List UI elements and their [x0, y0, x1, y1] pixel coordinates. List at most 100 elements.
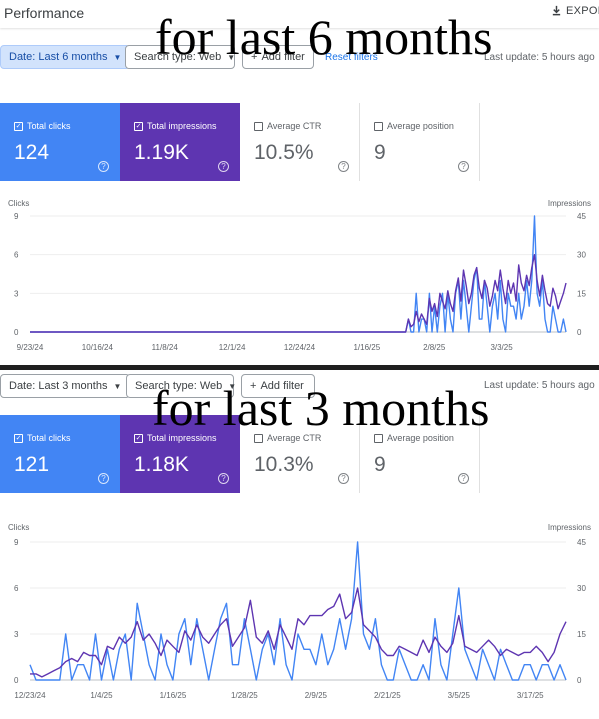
- x-tick-label: 9/23/24: [17, 343, 44, 352]
- left-tick-label: 9: [14, 212, 19, 221]
- performance-panel-3-months: Date: Last 3 months ▼ Search type: Web ▼…: [0, 370, 599, 719]
- x-tick-label: 12/24/24: [284, 343, 316, 352]
- card-label: Average position: [387, 433, 454, 443]
- plus-icon: +: [251, 51, 258, 63]
- card-value: 124: [14, 141, 50, 164]
- page-title: Performance: [4, 5, 85, 21]
- performance-panel-6-months: Performance EXPORT Date: Last 6 months ▼…: [0, 0, 599, 352]
- x-tick-label: 2/21/25: [374, 691, 401, 700]
- add-filter-label: Add filter: [260, 380, 304, 392]
- left-tick-label: 0: [14, 676, 19, 685]
- total-clicks-card[interactable]: ✓ Total clicks 124 ?: [0, 103, 120, 181]
- total-clicks-card[interactable]: ✓ Total clicks 121 ?: [0, 415, 120, 493]
- card-label: Average CTR: [267, 121, 322, 131]
- right-tick-label: 45: [577, 212, 586, 221]
- x-tick-label: 3/17/25: [517, 691, 544, 700]
- help-icon[interactable]: ?: [458, 161, 469, 172]
- card-value: 9: [374, 453, 386, 476]
- checkbox-checked-icon[interactable]: ✓: [134, 121, 143, 131]
- right-tick-label: 15: [577, 289, 586, 298]
- date-filter-chip[interactable]: Date: Last 6 months ▼: [0, 45, 131, 69]
- add-filter-button[interactable]: + Add filter: [241, 374, 315, 398]
- x-tick-label: 2/8/25: [423, 343, 446, 352]
- x-tick-label: 1/16/25: [160, 691, 187, 700]
- left-axis-title: Clicks: [8, 199, 29, 208]
- right-axis-title: Impressions: [548, 523, 591, 532]
- right-tick-label: 15: [577, 630, 586, 639]
- reset-filters-link[interactable]: Reset filters: [325, 52, 378, 63]
- export-label: EXPORT: [566, 5, 599, 17]
- card-label: Total impressions: [147, 433, 217, 443]
- checkbox-unchecked-icon[interactable]: [374, 433, 383, 443]
- search-type-chip[interactable]: Search type: Web ▼: [125, 45, 235, 69]
- right-tick-label: 0: [577, 328, 582, 337]
- image-divider: [0, 365, 599, 370]
- left-axis-title: Clicks: [8, 523, 29, 532]
- right-tick-label: 45: [577, 538, 586, 547]
- card-value: 9: [374, 141, 386, 164]
- checkbox-unchecked-icon[interactable]: [374, 121, 383, 131]
- clicks-series-line: [30, 215, 567, 333]
- right-axis-title: Impressions: [548, 199, 591, 208]
- left-tick-label: 0: [14, 328, 19, 337]
- left-tick-label: 3: [14, 630, 19, 639]
- right-tick-label: 30: [577, 251, 586, 260]
- checkbox-checked-icon[interactable]: ✓: [134, 433, 143, 443]
- caret-down-icon: ▼: [113, 381, 122, 391]
- help-icon[interactable]: ?: [338, 473, 349, 484]
- average-ctr-card[interactable]: Average CTR 10.3% ?: [240, 415, 360, 493]
- card-label: Average CTR: [267, 433, 322, 443]
- help-icon[interactable]: ?: [458, 473, 469, 484]
- card-value: 121: [14, 453, 50, 476]
- average-position-card[interactable]: Average position 9 ?: [360, 415, 480, 493]
- card-label: Total clicks: [27, 121, 71, 131]
- x-tick-label: 1/4/25: [90, 691, 113, 700]
- x-tick-label: 3/3/25: [490, 343, 513, 352]
- search-type-label: Search type: Web: [135, 380, 223, 392]
- plus-icon: +: [250, 380, 257, 392]
- x-tick-label: 12/23/24: [14, 691, 46, 700]
- checkbox-unchecked-icon[interactable]: [254, 433, 263, 443]
- right-tick-label: 0: [577, 676, 582, 685]
- export-button[interactable]: EXPORT: [551, 5, 599, 17]
- date-filter-chip[interactable]: Date: Last 3 months ▼: [0, 374, 131, 398]
- left-tick-label: 3: [14, 289, 19, 298]
- x-tick-label: 1/28/25: [231, 691, 258, 700]
- help-icon[interactable]: ?: [218, 473, 229, 484]
- card-value: 10.3%: [254, 453, 314, 476]
- card-value: 10.5%: [254, 141, 314, 164]
- last-update-text: Last update: 5 hours ago: [484, 380, 595, 391]
- checkbox-checked-icon[interactable]: ✓: [14, 121, 23, 131]
- top-app-bar: Performance EXPORT: [0, 0, 599, 28]
- x-tick-label: 1/16/25: [353, 343, 380, 352]
- help-icon[interactable]: ?: [338, 161, 349, 172]
- left-tick-label: 6: [14, 584, 19, 593]
- card-label: Average position: [387, 121, 454, 131]
- average-ctr-card[interactable]: Average CTR 10.5% ?: [240, 103, 360, 181]
- left-tick-label: 9: [14, 538, 19, 547]
- last-update-text: Last update: 5 hours ago: [484, 52, 595, 63]
- performance-chart-6-months: Clicks Impressions 0 0 3 15 6 30 9 45 9/23/24 10/16…: [8, 199, 591, 352]
- total-impressions-card[interactable]: ✓ Total impressions 1.19K ?: [120, 103, 240, 181]
- performance-chart-3-months: Clicks Impressions 0 0 3 15 6 30 9 45 12/23/24 1/4/…: [8, 523, 591, 700]
- help-icon[interactable]: ?: [218, 161, 229, 172]
- add-filter-button[interactable]: + Add filter: [242, 45, 314, 69]
- checkbox-checked-icon[interactable]: ✓: [14, 433, 23, 443]
- date-filter-label: Date: Last 6 months: [9, 51, 108, 63]
- x-tick-label: 12/1/24: [219, 343, 246, 352]
- x-tick-label: 3/5/25: [448, 691, 471, 700]
- card-label: Total impressions: [147, 121, 217, 131]
- add-filter-label: Add filter: [261, 51, 305, 63]
- x-tick-label: 2/9/25: [305, 691, 328, 700]
- total-impressions-card[interactable]: ✓ Total impressions 1.18K ?: [120, 415, 240, 493]
- left-tick-label: 6: [14, 251, 19, 260]
- search-type-label: Search type: Web: [134, 51, 222, 63]
- caret-down-icon: ▼: [227, 52, 236, 62]
- checkbox-unchecked-icon[interactable]: [254, 121, 263, 131]
- clicks-series-line: [29, 541, 567, 681]
- search-type-chip[interactable]: Search type: Web ▼: [126, 374, 236, 398]
- help-icon[interactable]: ?: [98, 161, 109, 172]
- help-icon[interactable]: ?: [98, 473, 109, 484]
- average-position-card[interactable]: Average position 9 ?: [360, 103, 480, 181]
- date-filter-label: Date: Last 3 months: [9, 380, 108, 392]
